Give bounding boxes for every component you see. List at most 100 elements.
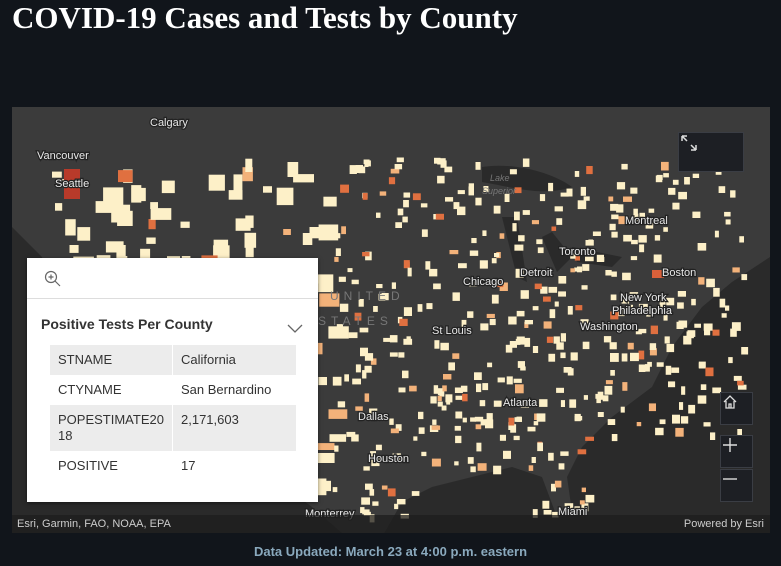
- county: [365, 483, 373, 490]
- county: [540, 286, 548, 294]
- county: [592, 231, 601, 236]
- county: [397, 208, 404, 216]
- county: [638, 350, 645, 360]
- county: [340, 184, 349, 193]
- county: [725, 219, 731, 225]
- county: [623, 196, 632, 202]
- county: [379, 191, 387, 196]
- county: [621, 163, 628, 170]
- county: [513, 378, 522, 383]
- county: [574, 506, 580, 514]
- map-label: Philadelphia: [612, 305, 673, 317]
- county: [581, 503, 589, 512]
- zoom-to-icon[interactable]: [43, 269, 63, 289]
- county: [245, 215, 254, 228]
- county: [208, 174, 225, 191]
- county: [635, 330, 642, 335]
- county: [506, 376, 513, 385]
- county: [524, 337, 531, 347]
- county: [470, 417, 477, 422]
- county: [363, 466, 370, 471]
- county: [499, 233, 505, 239]
- zoom-in-button[interactable]: [720, 435, 753, 468]
- county: [520, 400, 529, 405]
- county: [515, 338, 521, 345]
- county: [532, 306, 539, 311]
- county: [622, 382, 628, 391]
- county: [437, 395, 442, 402]
- county: [446, 400, 451, 405]
- county: [431, 458, 441, 467]
- county: [610, 370, 615, 376]
- home-button[interactable]: [720, 392, 753, 425]
- county: [476, 383, 482, 393]
- county: [621, 294, 630, 304]
- field-name: CTYNAME: [50, 375, 173, 405]
- county: [287, 162, 299, 177]
- county: [627, 342, 634, 350]
- county: [671, 367, 680, 373]
- county: [394, 503, 399, 510]
- county: [65, 219, 76, 236]
- county: [528, 465, 534, 471]
- county: [352, 378, 361, 385]
- county: [425, 261, 431, 270]
- county: [474, 416, 484, 422]
- county: [351, 434, 359, 442]
- county: [316, 443, 335, 450]
- county: [551, 226, 557, 231]
- county: [375, 444, 382, 451]
- county: [493, 400, 502, 407]
- county: [582, 341, 590, 350]
- county: [630, 352, 639, 362]
- county: [335, 248, 341, 256]
- county: [396, 157, 404, 163]
- county: [140, 248, 151, 258]
- county: [111, 204, 131, 223]
- fullscreen-button[interactable]: [678, 132, 744, 172]
- collapse-icon[interactable]: [287, 324, 303, 334]
- county: [558, 291, 566, 297]
- county: [581, 285, 588, 290]
- county: [661, 161, 669, 171]
- county: [319, 293, 340, 307]
- county: [524, 321, 529, 328]
- expand-icon: [681, 135, 697, 151]
- county: [718, 186, 726, 193]
- county: [648, 208, 655, 213]
- county: [244, 232, 257, 248]
- county: [714, 230, 719, 238]
- zoom-out-button[interactable]: [720, 469, 753, 502]
- county: [389, 352, 398, 357]
- plus-icon: [723, 438, 737, 452]
- county: [638, 328, 647, 334]
- county: [678, 320, 688, 328]
- county: [700, 384, 707, 390]
- county: [725, 305, 730, 311]
- county: [531, 457, 536, 463]
- county: [276, 187, 294, 206]
- field-name: POSITIVE: [50, 451, 173, 481]
- county: [597, 391, 604, 400]
- powered-by[interactable]: Powered by Esri: [683, 518, 764, 530]
- county: [426, 303, 433, 310]
- county: [328, 409, 348, 419]
- county: [406, 336, 411, 343]
- county: [418, 427, 425, 434]
- map-label: St Louis: [432, 325, 472, 337]
- county: [346, 431, 356, 437]
- county: [381, 293, 389, 301]
- county: [55, 203, 63, 211]
- county: [616, 309, 625, 317]
- county: [728, 357, 733, 364]
- county: [487, 362, 493, 368]
- county: [531, 220, 539, 225]
- county: [482, 230, 487, 236]
- county: [611, 271, 617, 277]
- county: [302, 233, 313, 245]
- map[interactable]: Calgary Vancouver Seattle Lake Superior Montr…: [12, 107, 770, 533]
- county: [548, 353, 556, 362]
- county: [683, 335, 692, 345]
- county: [332, 487, 338, 493]
